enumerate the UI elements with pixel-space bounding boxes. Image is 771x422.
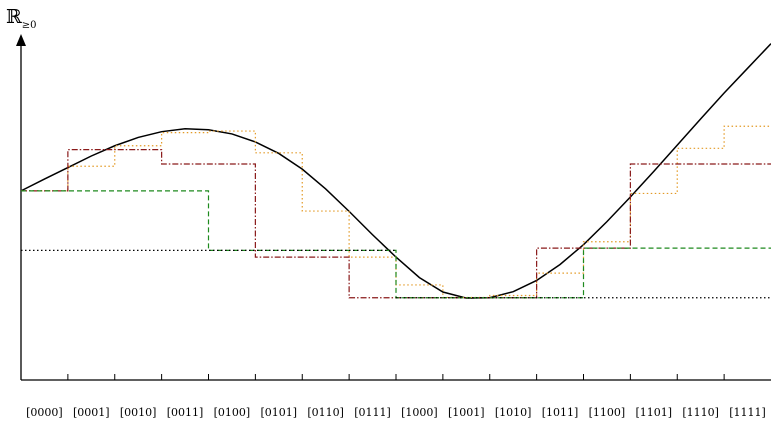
x-tick-label: [1111]: [729, 406, 766, 419]
y-axis-label: ℝ≥0: [6, 6, 37, 31]
x-tick-label: [0111]: [354, 406, 391, 419]
y-axis-label-subscript: ≥0: [22, 20, 37, 31]
x-tick-label: [0000]: [26, 406, 63, 419]
y-axis-arrow-icon: [16, 34, 26, 46]
x-tick-labels: [0000] [0001] [0010] [0011] [0100] [0101] [011…: [26, 406, 766, 419]
x-tick-label: [1101]: [636, 406, 673, 419]
y-axis-label-main: ℝ: [6, 6, 22, 28]
x-tick-label: [0001]: [73, 406, 110, 419]
x-tick-label: [0011]: [167, 406, 204, 419]
x-tick-label: [1001]: [448, 406, 485, 419]
x-ticks: [67, 374, 725, 380]
x-tick-label: [1100]: [589, 406, 626, 419]
x-tick-label: [0101]: [261, 406, 298, 419]
series: [20, 43, 771, 299]
x-tick-label: [1010]: [495, 406, 532, 419]
series-line-4: [21, 190, 771, 299]
series-line-2: [21, 125, 771, 299]
x-tick-label: [0110]: [307, 406, 344, 419]
x-tick-label: [0010]: [120, 406, 157, 419]
x-tick-label: [1000]: [401, 406, 438, 419]
x-tick-label: [0100]: [214, 406, 251, 419]
x-tick-label: [1110]: [682, 406, 719, 419]
series-line-3: [21, 149, 771, 299]
x-tick-label: [1011]: [542, 406, 579, 419]
